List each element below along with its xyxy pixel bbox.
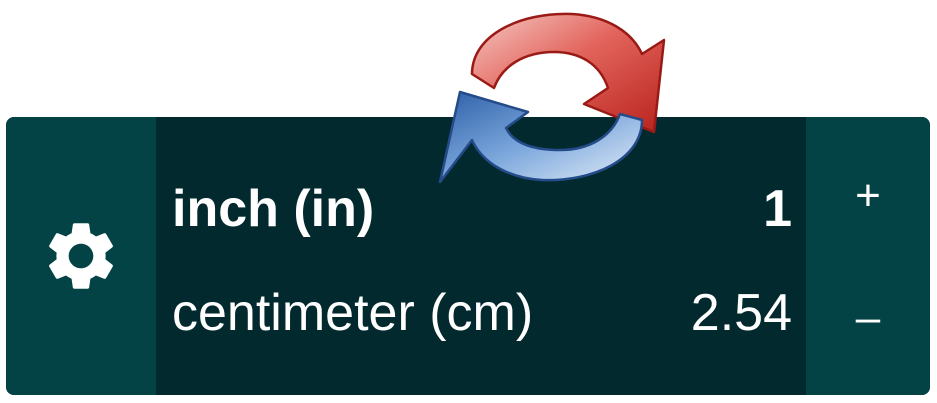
from-unit-label[interactable]: inch (in): [172, 180, 375, 238]
converter-widget: inch (in) 1 centimeter (cm) 2.54 + –: [6, 117, 930, 395]
to-unit-label[interactable]: centimeter (cm): [172, 284, 534, 342]
conversion-display: inch (in) 1 centimeter (cm) 2.54: [156, 117, 806, 395]
decrement-button[interactable]: –: [855, 293, 881, 342]
increment-button[interactable]: +: [855, 171, 881, 220]
gear-icon[interactable]: [40, 215, 122, 297]
stepper-panel: + –: [806, 117, 930, 395]
from-value[interactable]: 1: [763, 180, 792, 238]
to-value[interactable]: 2.54: [690, 284, 792, 342]
settings-panel: [6, 117, 156, 395]
swap-arrows-icon[interactable]: [432, 4, 682, 190]
